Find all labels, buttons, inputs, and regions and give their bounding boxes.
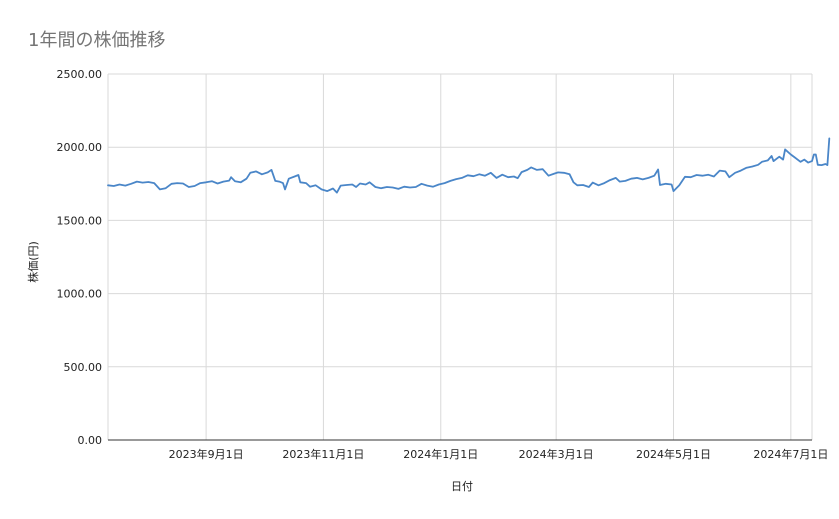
- y-tick-label: 1500.00: [57, 214, 103, 227]
- x-axis-ticks: 2023年9月1日 2023年11月1日 2024年1月1日 2024年3月1日 202…: [169, 447, 829, 461]
- series-group: [107, 137, 831, 194]
- x-tick-label: 2023年11月1日: [282, 447, 364, 461]
- y-tick-label: 2500.00: [57, 68, 103, 81]
- x-tick-label: 2024年5月1日: [636, 447, 711, 461]
- y-tick-label: 2000.00: [57, 141, 103, 154]
- x-tick-label: 2024年3月1日: [519, 447, 594, 461]
- y-axis-label: 株価(円): [26, 241, 40, 283]
- y-axis-ticks: 0.00 500.00 1000.00 1500.00 2000.00 2500.00: [57, 68, 103, 447]
- chart-title: 1年間の株価推移: [28, 30, 165, 51]
- y-tick-label: 0.00: [78, 434, 103, 447]
- series-line: [107, 137, 831, 194]
- x-axis-label: 日付: [451, 480, 473, 493]
- x-tick-label: 2023年9月1日: [169, 447, 244, 461]
- y-tick-label: 500.00: [64, 361, 103, 374]
- x-tick-label: 2024年7月1日: [753, 447, 828, 461]
- y-tick-label: 1000.00: [57, 288, 103, 301]
- x-tick-label: 2024年1月1日: [403, 447, 478, 461]
- gridlines: [107, 73, 813, 440]
